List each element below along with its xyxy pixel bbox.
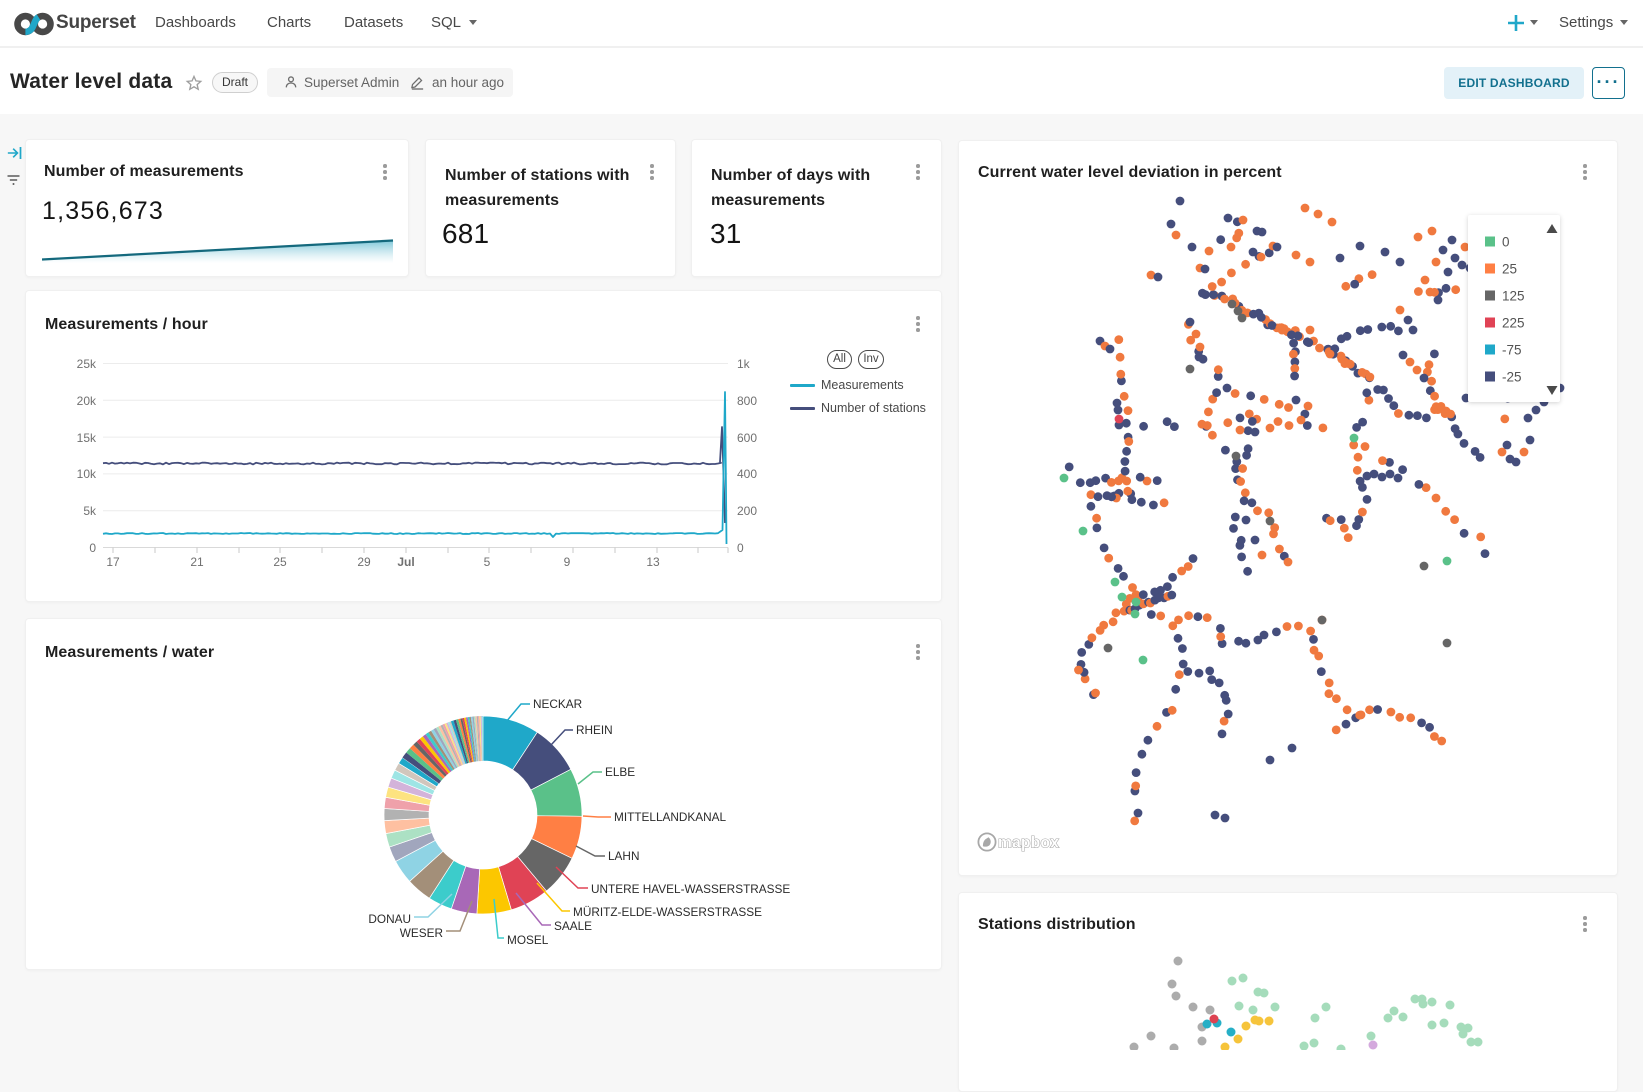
svg-text:MITTELLANDKANAL: MITTELLANDKANAL <box>614 810 727 824</box>
svg-text:1k: 1k <box>737 357 751 371</box>
svg-text:-25: -25 <box>1502 370 1522 385</box>
svg-text:RHEIN: RHEIN <box>576 723 613 737</box>
svg-text:20k: 20k <box>77 394 97 408</box>
svg-text:25k: 25k <box>77 357 97 371</box>
svg-text:21: 21 <box>190 555 204 569</box>
svg-text:UNTERE HAVEL-WASSERSTRASSE: UNTERE HAVEL-WASSERSTRASSE <box>591 882 790 896</box>
svg-text:LAHN: LAHN <box>608 849 639 863</box>
svg-text:25: 25 <box>273 555 287 569</box>
svg-text:25: 25 <box>1502 262 1517 277</box>
svg-text:13: 13 <box>646 555 660 569</box>
svg-text:5: 5 <box>484 555 491 569</box>
svg-text:Jul: Jul <box>397 555 414 569</box>
svg-text:DONAU: DONAU <box>368 912 411 926</box>
svg-text:15k: 15k <box>77 431 97 445</box>
svg-text:NECKAR: NECKAR <box>533 697 582 711</box>
svg-text:9: 9 <box>564 555 571 569</box>
svg-text:17: 17 <box>106 555 120 569</box>
svg-text:600: 600 <box>737 431 757 445</box>
svg-text:-75: -75 <box>1502 343 1522 358</box>
svg-text:5k: 5k <box>83 504 97 518</box>
svg-text:0: 0 <box>1502 235 1510 250</box>
svg-text:MOSEL: MOSEL <box>507 933 549 947</box>
svg-text:SAALE: SAALE <box>554 919 592 933</box>
svg-text:mapbox: mapbox <box>998 835 1059 852</box>
svg-text:400: 400 <box>737 467 757 481</box>
svg-text:MÜRITZ-ELDE-WASSERSTRASSE: MÜRITZ-ELDE-WASSERSTRASSE <box>573 905 762 919</box>
svg-text:225: 225 <box>1502 316 1525 331</box>
svg-text:0: 0 <box>89 541 96 555</box>
svg-text:125: 125 <box>1502 289 1525 304</box>
svg-text:WESER: WESER <box>400 926 443 940</box>
svg-text:ELBE: ELBE <box>605 765 635 779</box>
svg-text:800: 800 <box>737 394 757 408</box>
svg-text:29: 29 <box>357 555 371 569</box>
svg-text:0: 0 <box>737 541 744 555</box>
svg-text:10k: 10k <box>77 467 97 481</box>
svg-text:200: 200 <box>737 504 757 518</box>
